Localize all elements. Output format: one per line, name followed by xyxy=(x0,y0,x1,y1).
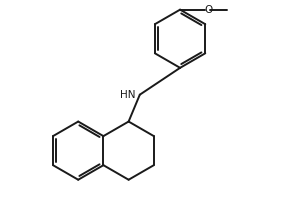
Text: O: O xyxy=(204,5,213,15)
Text: HN: HN xyxy=(120,90,136,100)
